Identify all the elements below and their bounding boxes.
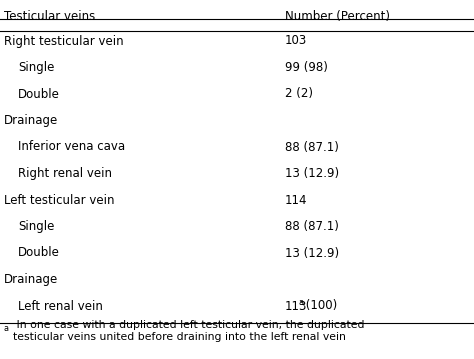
Text: Single: Single [18, 61, 55, 74]
Text: Double: Double [18, 88, 60, 101]
Text: 99 (98): 99 (98) [285, 61, 328, 74]
Text: In one case with a duplicated left testicular vein, the duplicated
testicular ve: In one case with a duplicated left testi… [13, 320, 365, 342]
Text: 13 (12.9): 13 (12.9) [285, 167, 339, 180]
Text: (100): (100) [302, 299, 337, 312]
Text: Drainage: Drainage [4, 114, 58, 127]
Text: Single: Single [18, 220, 55, 233]
Text: 88 (87.1): 88 (87.1) [285, 140, 339, 154]
Text: 2 (2): 2 (2) [285, 88, 313, 101]
Text: Testicular veins: Testicular veins [4, 10, 95, 23]
Text: a: a [4, 324, 9, 333]
Text: Right renal vein: Right renal vein [18, 167, 112, 180]
Text: 114: 114 [285, 194, 308, 206]
Text: 103: 103 [285, 34, 307, 47]
Text: 88 (87.1): 88 (87.1) [285, 220, 339, 233]
Text: Right testicular vein: Right testicular vein [4, 34, 124, 47]
Text: Inferior vena cava: Inferior vena cava [18, 140, 125, 154]
Text: Drainage: Drainage [4, 273, 58, 286]
Text: Left testicular vein: Left testicular vein [4, 194, 115, 206]
Text: 113: 113 [285, 299, 307, 312]
Text: 13 (12.9): 13 (12.9) [285, 247, 339, 260]
Text: Left renal vein: Left renal vein [18, 299, 103, 312]
Text: Number (Percent): Number (Percent) [285, 10, 390, 23]
Text: Double: Double [18, 247, 60, 260]
Text: a: a [298, 298, 303, 307]
